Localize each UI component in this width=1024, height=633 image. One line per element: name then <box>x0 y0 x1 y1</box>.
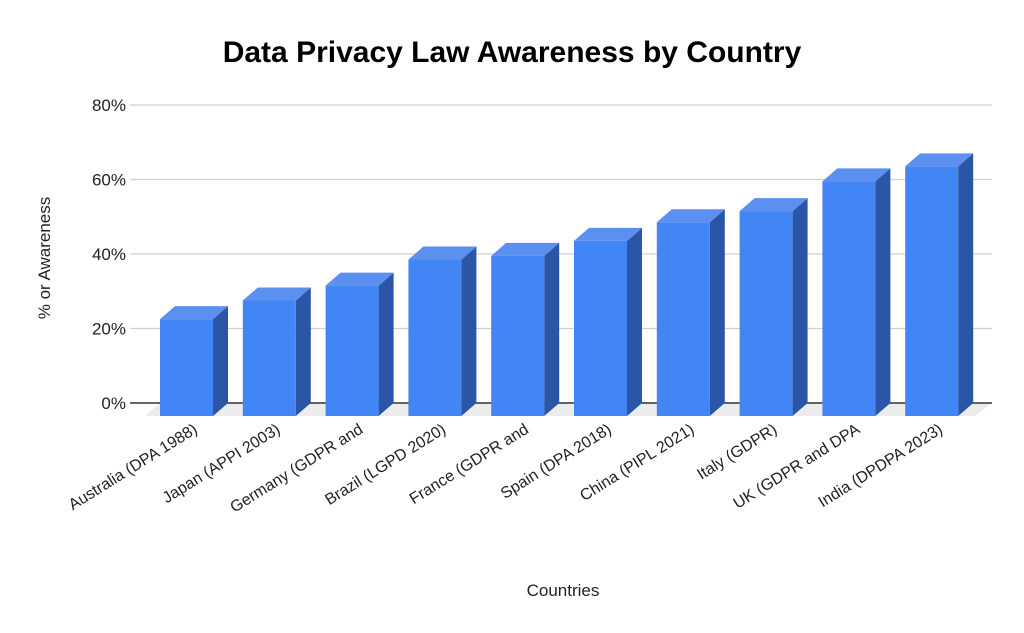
bar-top <box>656 209 725 223</box>
x-tick-label: Germany (GDPR and <box>228 421 367 516</box>
y-axis-title: % or Awareness <box>35 197 54 320</box>
bar-side <box>378 272 394 416</box>
y-tick-label: 0% <box>101 394 126 413</box>
bar <box>160 306 228 416</box>
bar-side <box>213 306 228 416</box>
bar-side <box>958 153 974 417</box>
bar-side <box>544 242 560 416</box>
bar-side <box>709 209 725 416</box>
bar <box>905 153 974 417</box>
x-axis-title: Countries <box>527 581 600 600</box>
bar-front <box>574 240 627 416</box>
bar-top <box>822 168 891 182</box>
bar-top <box>242 287 311 301</box>
bar <box>656 209 725 416</box>
bar-front <box>491 255 545 416</box>
bar-side <box>792 198 808 416</box>
bar-front <box>739 211 793 416</box>
bar <box>325 272 394 416</box>
y-tick-label: 80% <box>92 96 126 115</box>
bar-front <box>822 181 876 416</box>
chart-title: Data Privacy Law Awareness by Country <box>223 36 802 69</box>
bar-top <box>574 227 642 241</box>
bar-front <box>242 300 296 416</box>
bar-side <box>875 168 891 416</box>
bar-front <box>656 222 710 416</box>
bar-front <box>160 319 213 416</box>
bar-top <box>739 198 808 212</box>
x-tick-label: Australia (DPA 1988) <box>66 421 201 514</box>
y-tick-label: 40% <box>92 245 126 264</box>
bar <box>822 168 891 416</box>
bar-front <box>325 285 379 416</box>
y-tick-label: 20% <box>92 320 126 339</box>
bar-top <box>325 272 394 286</box>
bar-top <box>160 306 228 320</box>
bar <box>408 246 477 416</box>
bar-top <box>905 153 974 167</box>
bar-top <box>491 242 560 256</box>
bar <box>739 198 808 416</box>
bar-front <box>905 166 959 416</box>
y-tick-label: 60% <box>92 171 126 190</box>
bar <box>574 227 642 416</box>
bar-front <box>408 259 462 416</box>
bar <box>242 287 311 416</box>
bar <box>491 242 560 416</box>
bar-side <box>461 246 477 416</box>
bar-side <box>627 227 642 416</box>
bar-top <box>408 246 477 260</box>
bar-side <box>295 287 311 416</box>
